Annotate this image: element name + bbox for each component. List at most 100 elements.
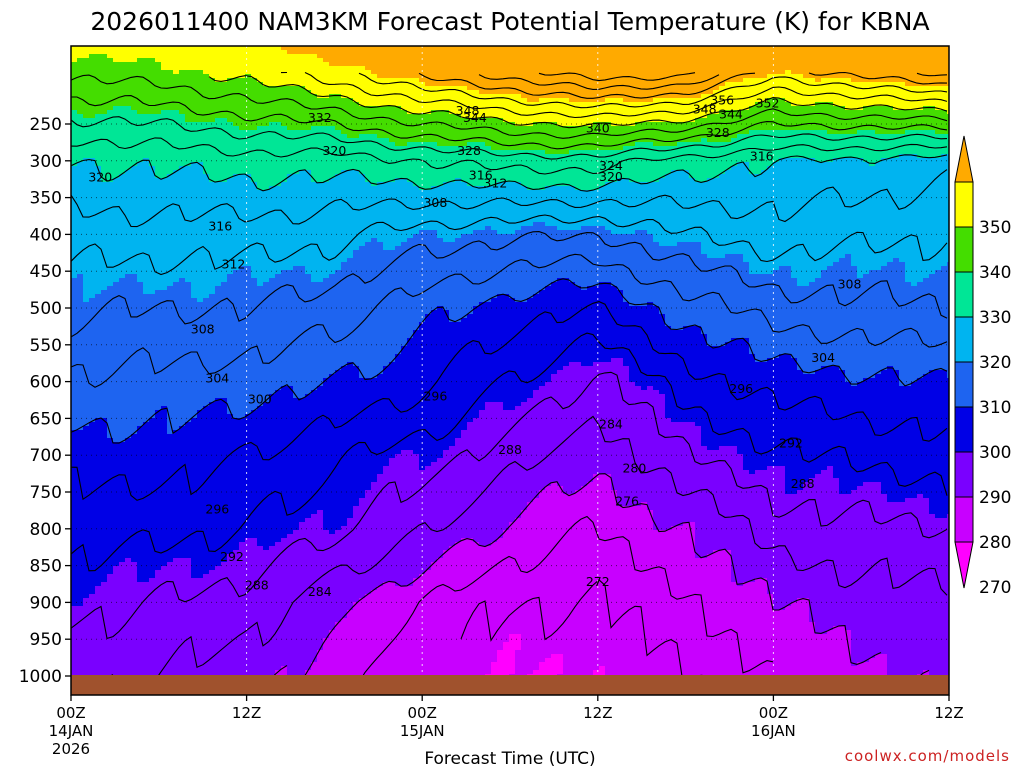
theta-cell bbox=[137, 442, 144, 447]
theta-cell bbox=[131, 522, 138, 527]
theta-cell bbox=[155, 362, 162, 367]
theta-cell bbox=[197, 426, 204, 431]
theta-cell bbox=[125, 150, 132, 155]
theta-cell bbox=[239, 250, 246, 255]
theta-cell bbox=[203, 506, 210, 511]
theta-cell bbox=[227, 82, 234, 87]
theta-cell bbox=[191, 438, 198, 443]
theta-cell bbox=[167, 394, 174, 399]
theta-cell bbox=[227, 62, 234, 67]
theta-cell bbox=[77, 406, 84, 411]
theta-cell bbox=[83, 210, 90, 215]
theta-cell bbox=[131, 330, 138, 335]
theta-cell bbox=[83, 634, 90, 639]
theta-cell bbox=[71, 298, 78, 303]
theta-cell bbox=[185, 410, 192, 415]
theta-cell bbox=[131, 66, 138, 71]
theta-cell bbox=[83, 418, 90, 423]
theta-cell bbox=[227, 386, 234, 391]
theta-cell bbox=[239, 434, 246, 439]
theta-cell bbox=[83, 54, 90, 59]
theta-cell bbox=[233, 578, 240, 583]
theta-cell bbox=[239, 150, 246, 155]
theta-cell bbox=[215, 206, 222, 211]
theta-cell bbox=[125, 642, 132, 647]
theta-cell bbox=[89, 250, 96, 255]
theta-cell bbox=[167, 170, 174, 175]
theta-cell bbox=[131, 70, 138, 75]
theta-cell bbox=[131, 514, 138, 519]
theta-cell bbox=[209, 570, 216, 575]
theta-cell bbox=[179, 66, 186, 71]
theta-cell bbox=[131, 366, 138, 371]
theta-cell bbox=[215, 534, 222, 539]
theta-cell bbox=[215, 210, 222, 215]
theta-cell bbox=[95, 602, 102, 607]
theta-cell bbox=[161, 622, 168, 627]
theta-cell bbox=[161, 178, 168, 183]
theta-cell bbox=[89, 466, 96, 471]
theta-cell bbox=[227, 558, 234, 563]
theta-cell bbox=[203, 630, 210, 635]
theta-cell bbox=[245, 266, 252, 271]
theta-cell bbox=[131, 478, 138, 483]
theta-cell bbox=[173, 98, 180, 103]
theta-cell bbox=[197, 598, 204, 603]
theta-cell bbox=[173, 330, 180, 335]
theta-cell bbox=[173, 194, 180, 199]
theta-cell bbox=[89, 522, 96, 527]
theta-cell bbox=[203, 410, 210, 415]
theta-cell bbox=[233, 542, 240, 547]
theta-cell bbox=[239, 226, 246, 231]
theta-cell bbox=[89, 206, 96, 211]
theta-cell bbox=[221, 642, 228, 647]
theta-cell bbox=[161, 294, 168, 299]
theta-cell bbox=[83, 622, 90, 627]
theta-cell bbox=[185, 70, 192, 75]
theta-cell bbox=[113, 630, 120, 635]
theta-cell bbox=[125, 506, 132, 511]
theta-cell bbox=[143, 498, 150, 503]
theta-cell bbox=[239, 402, 246, 407]
theta-cell bbox=[119, 602, 126, 607]
theta-cell bbox=[137, 422, 144, 427]
theta-cell bbox=[185, 618, 192, 623]
theta-cell bbox=[89, 670, 96, 675]
theta-cell bbox=[173, 582, 180, 587]
theta-cell bbox=[83, 522, 90, 527]
theta-cell bbox=[107, 570, 114, 575]
theta-cell bbox=[245, 414, 252, 419]
theta-cell bbox=[239, 314, 246, 319]
theta-cell bbox=[239, 534, 246, 539]
theta-cell bbox=[251, 454, 258, 459]
theta-cell bbox=[203, 378, 210, 383]
theta-cell bbox=[209, 506, 216, 511]
theta-cell bbox=[143, 198, 150, 203]
theta-cell bbox=[209, 638, 216, 643]
theta-cell bbox=[149, 402, 156, 407]
theta-cell bbox=[245, 626, 252, 631]
theta-cell bbox=[89, 322, 96, 327]
theta-cell bbox=[173, 402, 180, 407]
theta-cell bbox=[227, 538, 234, 543]
theta-cell bbox=[209, 274, 216, 279]
theta-cell bbox=[167, 134, 174, 139]
theta-cell bbox=[125, 662, 132, 667]
theta-cell bbox=[209, 502, 216, 507]
theta-cell bbox=[155, 186, 162, 191]
theta-cell bbox=[221, 482, 228, 487]
theta-cell bbox=[143, 110, 150, 115]
theta-cell bbox=[203, 70, 210, 75]
theta-cell bbox=[125, 598, 132, 603]
theta-cell bbox=[179, 478, 186, 483]
theta-cell bbox=[167, 174, 174, 179]
theta-cell bbox=[215, 402, 222, 407]
theta-cell bbox=[173, 126, 180, 131]
theta-cell bbox=[113, 646, 120, 651]
theta-cell bbox=[209, 634, 216, 639]
theta-cell bbox=[95, 538, 102, 543]
theta-cell bbox=[173, 142, 180, 147]
theta-cell bbox=[227, 586, 234, 591]
theta-cell bbox=[155, 86, 162, 91]
theta-cell bbox=[77, 402, 84, 407]
